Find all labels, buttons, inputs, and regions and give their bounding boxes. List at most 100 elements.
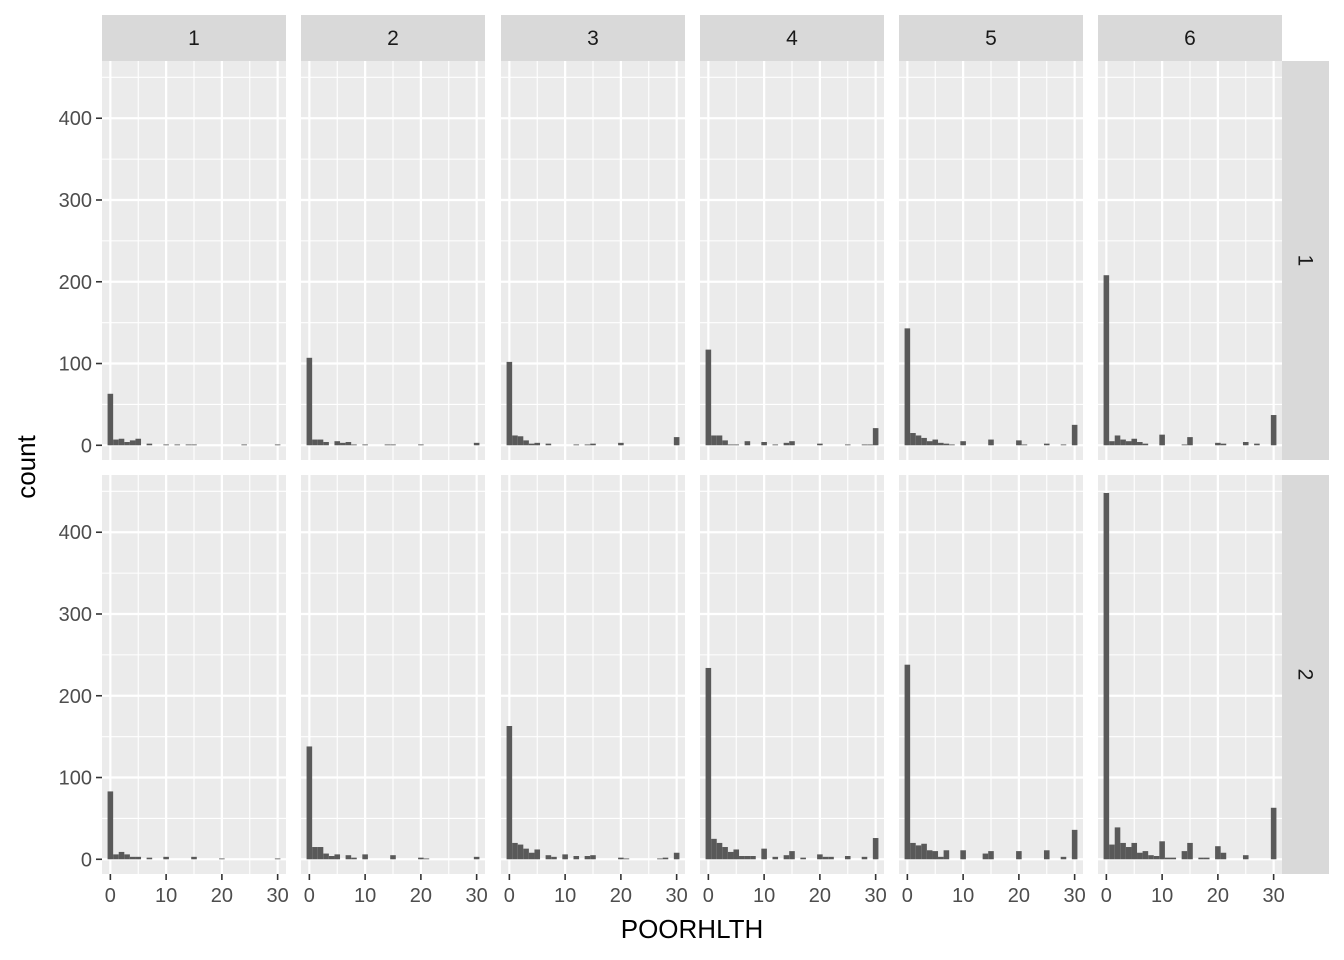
histogram-bar	[1114, 827, 1121, 860]
x-axis-title: POORHLTH	[621, 914, 764, 944]
histogram-bar	[545, 443, 552, 446]
histogram-bar	[1125, 847, 1132, 860]
histogram-bar	[390, 855, 396, 860]
histogram-bar	[1142, 443, 1149, 446]
histogram-bar	[1153, 856, 1160, 860]
histogram-bar	[1109, 844, 1115, 860]
histogram-bar	[1181, 444, 1188, 446]
histogram-bar	[783, 442, 790, 446]
histogram-bar	[1103, 275, 1110, 446]
histogram-bar	[1131, 438, 1138, 446]
row-strip-2	[1282, 475, 1329, 874]
row-strip-label-1: 1	[1294, 255, 1317, 267]
y-tick-label: 100	[59, 768, 92, 790]
x-tick-label: 20	[610, 885, 632, 907]
histogram-bar	[345, 442, 352, 446]
column-strip-3	[501, 15, 685, 61]
histogram-bar	[872, 838, 879, 860]
histogram-bar	[323, 442, 329, 446]
histogram-bar	[982, 853, 989, 860]
histogram-bar	[1242, 442, 1249, 446]
histogram-bar	[623, 858, 630, 860]
histogram-bar	[910, 842, 916, 860]
histogram-bar	[1109, 441, 1115, 446]
histogram-bar	[1270, 415, 1277, 446]
histogram-bar	[584, 444, 591, 446]
histogram-bar	[1215, 442, 1221, 446]
histogram-bar	[1215, 846, 1221, 860]
histogram-bar	[761, 442, 767, 446]
panel-row1-col5	[899, 61, 1083, 460]
x-tick-label: 10	[1151, 885, 1173, 907]
x-tick-label: 30	[466, 885, 488, 907]
histogram-bar	[345, 855, 352, 860]
column-strip-5	[899, 15, 1083, 61]
histogram-bar	[135, 856, 142, 860]
histogram-bar	[932, 439, 939, 446]
histogram-bar	[1198, 857, 1204, 860]
panel-row2-col1	[102, 475, 286, 874]
histogram-bar	[662, 857, 669, 860]
histogram-bar	[113, 854, 119, 860]
histogram-bar	[384, 444, 391, 446]
x-tick-label: 30	[267, 885, 289, 907]
x-tick-label: 10	[155, 885, 177, 907]
y-tick-label: 300	[59, 604, 92, 626]
histogram-bar	[528, 852, 535, 860]
histogram-bar	[362, 854, 368, 860]
histogram-bar	[390, 444, 396, 446]
histogram-bar	[107, 791, 114, 860]
histogram-bar	[1060, 856, 1067, 860]
histogram-bar	[362, 444, 368, 446]
histogram-bar	[926, 441, 933, 446]
histogram-bar	[817, 854, 823, 860]
histogram-bar	[861, 444, 868, 446]
histogram-bar	[1181, 851, 1188, 860]
histogram-bar	[739, 856, 745, 860]
histogram-bar	[146, 857, 153, 860]
histogram-bar	[844, 444, 851, 446]
histogram-bar	[1043, 850, 1050, 860]
column-strip-2	[301, 15, 485, 61]
histogram-bar	[323, 853, 329, 860]
histogram-bar	[517, 436, 524, 446]
histogram-bar	[943, 850, 950, 860]
histogram-bar	[988, 851, 994, 860]
panel-row1-col4	[700, 61, 884, 460]
histogram-bar	[562, 854, 568, 860]
x-tick-label: 30	[1064, 885, 1086, 907]
column-strip-label-4: 4	[786, 27, 798, 50]
y-tick-label: 0	[81, 849, 92, 871]
histogram-bar	[306, 357, 313, 446]
histogram-bar	[1254, 443, 1260, 446]
histogram-bar	[1220, 443, 1227, 446]
column-strip-label-1: 1	[188, 27, 200, 50]
panel-row1-col2	[301, 61, 485, 460]
histogram-bar	[705, 349, 712, 446]
histogram-bar	[772, 444, 779, 446]
panel-row2-col5	[899, 475, 1083, 874]
histogram-bar	[124, 854, 130, 860]
histogram-bar	[861, 856, 868, 860]
histogram-bar	[1142, 851, 1149, 860]
histogram-bar	[174, 444, 181, 446]
histogram-bar	[146, 443, 153, 446]
histogram-bar	[506, 361, 513, 446]
histogram-bar	[844, 856, 851, 860]
histogram-bar	[1220, 852, 1227, 860]
histogram-bar	[1148, 855, 1154, 860]
histogram-bar	[960, 441, 966, 446]
histogram-bar	[744, 856, 751, 860]
histogram-bar	[135, 438, 142, 446]
histogram-bar	[938, 856, 944, 860]
histogram-bar	[716, 842, 723, 860]
histogram-bar	[789, 851, 795, 860]
x-tick-label: 0	[304, 885, 315, 907]
x-tick-label: 20	[211, 885, 233, 907]
histogram-bar	[1120, 842, 1126, 860]
y-tick-label: 400	[59, 522, 92, 544]
histogram-bar	[828, 856, 834, 860]
histogram-bar	[1137, 442, 1143, 446]
histogram-bar	[867, 444, 873, 446]
